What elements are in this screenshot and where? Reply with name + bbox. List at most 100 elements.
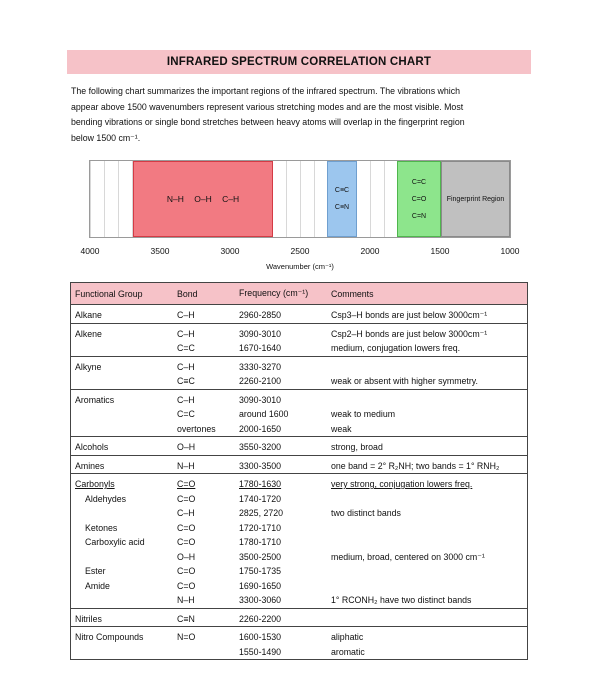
cell-frequency: 2960-2850 <box>235 304 327 323</box>
cell-comment <box>327 535 528 550</box>
table-row: C=C 1670-1640 medium, conjugation lowers f… <box>71 341 528 356</box>
cell-frequency: around 1600 <box>239 409 289 419</box>
cell-comment: weak or absent with higher symmetry. <box>331 376 478 386</box>
cell-comment <box>327 492 528 507</box>
cell-bond: C=C <box>177 409 195 419</box>
cell-comment: Csp3–H bonds are just below 3000cm⁻¹ <box>327 304 528 323</box>
cell-bond: C=O <box>177 493 196 504</box>
cell-bond: N=O <box>173 626 235 645</box>
cell-functional-group <box>71 506 174 521</box>
cell-functional-group <box>71 645 174 660</box>
table-row: Alkene C–H 3090-3010 Csp2–H bonds are just … <box>70 322 528 341</box>
cell-frequency: 3550-3200 <box>235 436 327 455</box>
table-row: Ketones C=O 1720-1710 <box>71 521 528 536</box>
cell-bond: C≡N <box>173 607 235 627</box>
band-label: C=N <box>411 212 427 220</box>
band-fingerprint: Fingerprint Region <box>441 161 510 237</box>
table-row: 1550-1490 aromatic <box>71 645 528 660</box>
cell-frequency: 3300-3500 <box>235 454 327 474</box>
table-row: Carboxylic acid C=O 1780-1710 <box>71 535 528 550</box>
cell-frequency: 1550-1490 <box>239 646 282 657</box>
table-row: Alkane C–H 2960-2850 Csp3–H bonds are just … <box>70 304 528 323</box>
table-row: Alkyne C–H 3330-3270 <box>70 355 528 374</box>
cell-functional-group: Ester <box>85 566 106 576</box>
axis-tick-label: 2000 <box>360 246 380 256</box>
cell-frequency: 1780-1710 <box>239 537 282 547</box>
cell-comment: aliphatic <box>327 626 528 645</box>
cell-frequency: 2000-1650 <box>239 423 282 434</box>
cell-comment: medium, broad, centered on 3000 cm⁻¹ <box>331 551 485 562</box>
cell-frequency: 1750-1735 <box>239 566 282 576</box>
cell-bond: C–H <box>173 388 235 407</box>
correlation-table: Functional Group Bond Frequency (cm⁻¹) C… <box>70 282 528 660</box>
cell-comment: weak to medium <box>331 409 396 419</box>
band-label: C≡C <box>334 187 350 194</box>
intro-line: appear above 1500 wavenumbers represent … <box>71 101 464 112</box>
cell-bond: C=O <box>177 522 196 533</box>
cell-frequency: 1600-1530 <box>235 626 327 645</box>
cell-frequency: 3090-3010 <box>235 388 327 407</box>
cell-bond: C=O <box>173 473 235 492</box>
cell-functional-group: Alkene <box>70 322 173 341</box>
cell-frequency: 3500-2500 <box>239 551 282 562</box>
header-functional-group: Functional Group <box>70 282 173 305</box>
cell-functional-group <box>71 593 174 608</box>
cell-functional-group: Aldehydes <box>85 493 127 504</box>
table-row: Ester C=O 1750-1735 <box>71 564 528 579</box>
cell-functional-group: Nitriles <box>70 607 173 627</box>
cell-bond: C=O <box>177 580 196 591</box>
table-row: C–H 2825, 2720 two distinct bands <box>71 506 528 521</box>
band-fingerprint-label: Fingerprint Region <box>446 195 505 203</box>
cell-comment <box>327 607 528 627</box>
header-comments: Comments <box>327 282 528 305</box>
cell-functional-group: Alcohols <box>70 436 173 455</box>
chart-title-bar: INFRARED SPECTRUM CORRELATION CHART <box>67 50 531 74</box>
band-label: C=O <box>411 195 427 203</box>
cell-frequency: 2260-2200 <box>235 607 327 627</box>
cell-bond <box>173 645 235 660</box>
cell-frequency: 1720-1710 <box>239 522 282 533</box>
table-row: Carbonyls C=O 1780-1630 very strong, conjug… <box>70 473 528 492</box>
table-body: Alkane C–H 2960-2850 Csp3–H bonds are just … <box>70 304 528 660</box>
band-triple-bond: C≡C C≡N <box>327 161 357 237</box>
cell-comment <box>327 579 528 594</box>
table-row: Aromatics C–H 3090-3010 <box>70 388 528 407</box>
cell-functional-group <box>71 341 174 356</box>
cell-comment: weak <box>331 423 352 434</box>
intro-line: below 1500 cm⁻¹. <box>71 132 141 143</box>
cell-bond: overtones <box>177 423 216 434</box>
cell-comment: one band = 2° R₂NH; two bands = 1° RNH₂ <box>327 454 528 474</box>
axis-tick-label: 1000 <box>500 246 520 256</box>
table-row: C≡C 2260-2100 weak or absent with higher s… <box>71 374 528 389</box>
table-row: Nitriles C≡N 2260-2200 <box>70 607 528 627</box>
cell-comment: aromatic <box>331 646 365 657</box>
axis-tick-label: 4000 <box>80 246 100 256</box>
cell-bond: C≡C <box>177 376 195 386</box>
cell-comment <box>327 355 528 374</box>
cell-functional-group <box>71 374 174 389</box>
axis-tick-label: 1500 <box>430 246 450 256</box>
cell-comment: very strong, conjugation lowers freq. <box>327 473 528 492</box>
cell-comment <box>327 388 528 407</box>
band-label: C≡N <box>334 204 350 211</box>
cell-bond: N–H <box>177 595 195 605</box>
axis-tick-label: 3000 <box>220 246 240 256</box>
intro-line: The following chart summarizes the impor… <box>71 86 461 96</box>
cell-bond: C–H <box>173 322 235 341</box>
cell-comment: Csp2–H bonds are just below 3000cm⁻¹ <box>327 322 528 341</box>
cell-functional-group: Aromatics <box>70 388 173 407</box>
cell-bond: C=C <box>177 343 195 353</box>
cell-frequency: 1690-1650 <box>239 580 282 591</box>
table-row: N–H 3300-3060 1° RCONH₂ have two distinct … <box>71 593 528 608</box>
cell-functional-group: Alkyne <box>70 355 173 374</box>
band-single-bond-h-label: N–H O–H C–H <box>166 194 240 204</box>
cell-comment: two distinct bands <box>331 508 401 518</box>
cell-comment <box>327 564 528 579</box>
cell-frequency: 1740-1720 <box>239 493 282 504</box>
axis-tick-label: 3500 <box>150 246 170 256</box>
cell-bond: C–H <box>177 508 195 518</box>
cell-comment: medium, conjugation lowers freq. <box>331 343 461 353</box>
header-frequency: Frequency (cm⁻¹) <box>235 282 327 305</box>
cell-functional-group <box>71 422 174 437</box>
